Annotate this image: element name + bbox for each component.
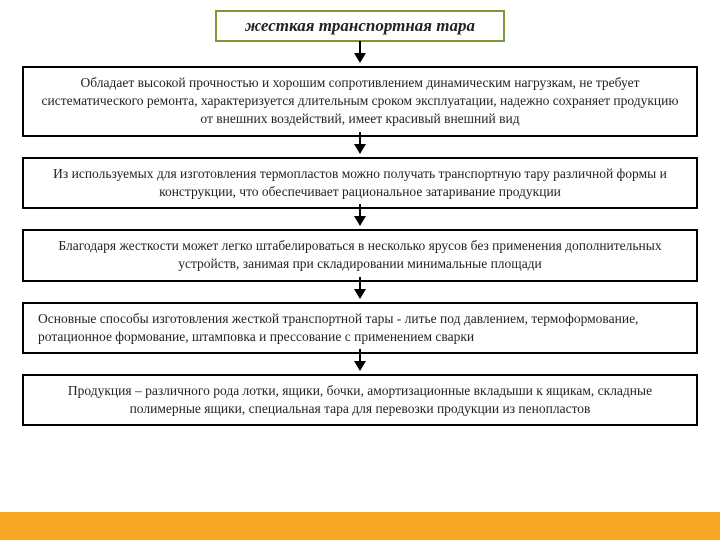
- arrow-icon: [354, 53, 366, 63]
- diagram-container: жесткая транспортная тара Обладает высок…: [0, 0, 720, 426]
- info-box-3: Благодаря жесткости может легко штабелир…: [22, 229, 698, 281]
- info-box-4: Основные способы изготовления жесткой тр…: [22, 302, 698, 354]
- info-box-5: Продукция – различного рода лотки, ящики…: [22, 374, 698, 426]
- accent-band: [0, 512, 720, 540]
- info-box-1: Обладает высокой прочностью и хорошим со…: [22, 66, 698, 137]
- title-text: жесткая транспортная тара: [245, 16, 475, 36]
- title-box: жесткая транспортная тара: [215, 10, 505, 42]
- arrow-icon: [354, 289, 366, 299]
- arrow-icon: [354, 361, 366, 371]
- arrow-icon: [354, 144, 366, 154]
- arrow-icon: [354, 216, 366, 226]
- info-box-2: Из используемых для изготовления термопл…: [22, 157, 698, 209]
